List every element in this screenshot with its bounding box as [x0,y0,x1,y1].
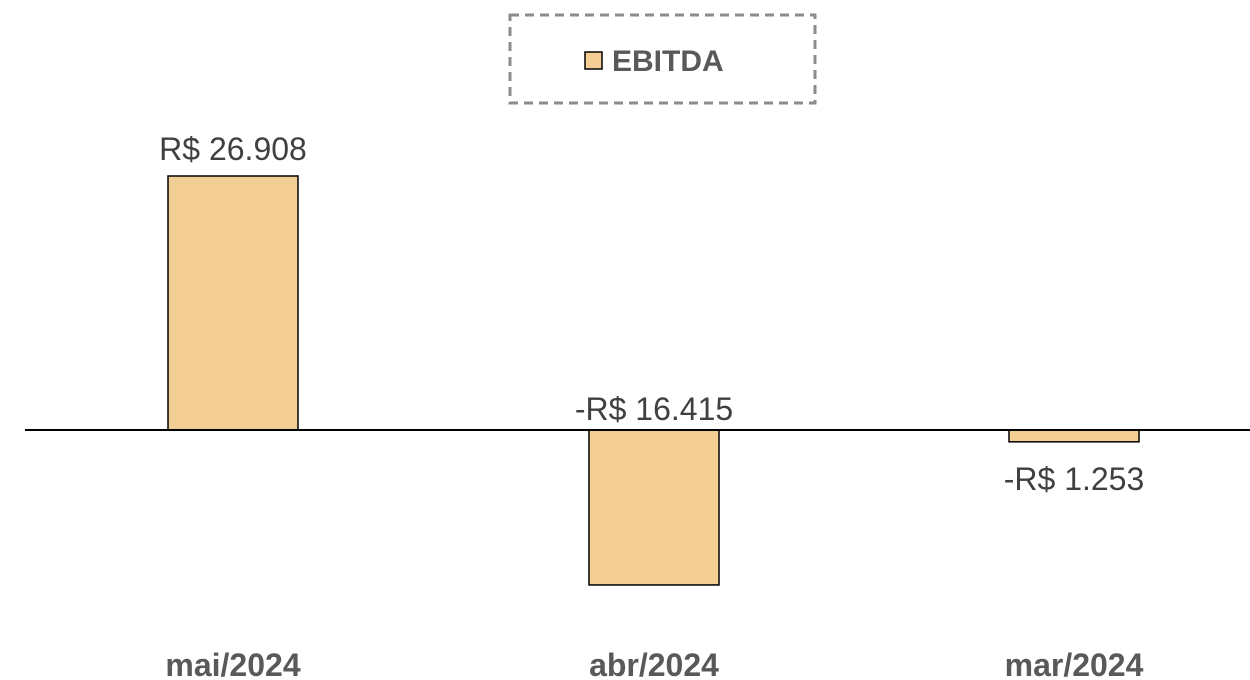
category-label-mai-2024: mai/2024 [165,647,300,680]
data-label-mai-2024: R$ 26.908 [159,131,307,167]
legend-swatch [584,51,603,70]
data-label-abr-2024: -R$ 16.415 [575,391,733,427]
bars [167,175,1140,586]
legend-box [508,13,817,105]
category-labels: mai/2024 abr/2024 mar/2024 [165,647,1143,680]
legend-label: EBITDA [612,45,724,78]
category-label-abr-2024: abr/2024 [589,647,719,680]
bar-mai-2024 [167,175,299,431]
data-label-mar-2024: -R$ 1.253 [1004,461,1145,497]
legend: EBITDA [508,13,817,105]
bar-abr-2024 [588,429,720,586]
data-labels: R$ 26.908 -R$ 16.415 -R$ 1.253 [159,131,1144,497]
bar-mar-2024 [1008,429,1140,443]
category-label-mar-2024: mar/2024 [1005,647,1144,680]
